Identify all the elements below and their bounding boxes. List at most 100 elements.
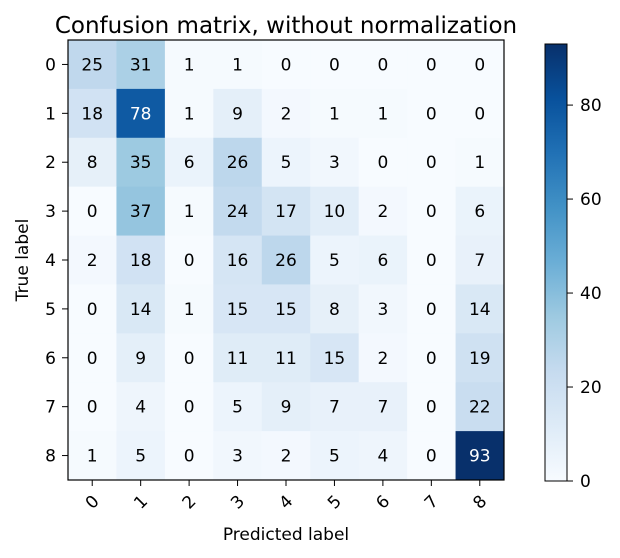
cell-value-label-3-3: 24 bbox=[227, 202, 249, 222]
cell-value-label-5-4: 15 bbox=[275, 300, 297, 320]
cell-value-label-2-2: 6 bbox=[184, 153, 195, 173]
cell-value-label-7-0: 0 bbox=[87, 398, 98, 418]
heatmap-cell-3-8 bbox=[455, 186, 505, 237]
colorbar-tick-label-2: 40 bbox=[580, 284, 602, 304]
cell-value-label-3-4: 17 bbox=[275, 202, 297, 222]
x-tick-label-4: 4 bbox=[276, 492, 298, 514]
cell-value-label-4-5: 5 bbox=[329, 251, 340, 271]
heatmap-cell-8-1 bbox=[116, 431, 166, 481]
y-tick-label-0: 0 bbox=[45, 55, 56, 75]
heatmap-cell-8-5 bbox=[310, 431, 360, 481]
heatmap-cell-3-0 bbox=[68, 186, 117, 237]
cell-value-label-0-3: 1 bbox=[232, 55, 243, 75]
cell-value-label-4-8: 7 bbox=[474, 251, 485, 271]
heatmap-cell-1-0 bbox=[68, 88, 117, 139]
colorbar-ticks: 0 20 40 60 80 bbox=[567, 96, 602, 492]
heatmap-cell-3-6 bbox=[358, 186, 408, 237]
cell-value-label-4-2: 0 bbox=[184, 251, 195, 271]
cell-value-label-7-8: 22 bbox=[469, 398, 491, 418]
heatmap-cell-7-6 bbox=[358, 382, 408, 432]
heatmap-cell-4-2 bbox=[164, 235, 214, 285]
heatmap-cell-4-1 bbox=[116, 235, 166, 285]
cell-value-label-0-8: 0 bbox=[474, 55, 485, 75]
heatmap-cell-2-1 bbox=[116, 137, 166, 188]
heatmap-cell-4-0 bbox=[68, 235, 117, 285]
y-tick-label-2: 2 bbox=[45, 153, 56, 173]
cell-value-label-2-0: 8 bbox=[87, 153, 98, 173]
y-tick-label-1: 1 bbox=[45, 104, 56, 124]
heatmap-cell-4-7 bbox=[407, 235, 457, 285]
cell-value-label-8-2: 0 bbox=[184, 447, 195, 467]
colorbar-tick-label-4: 80 bbox=[580, 96, 602, 116]
cell-value-label-6-7: 0 bbox=[426, 349, 437, 369]
cell-value-label-6-0: 0 bbox=[87, 349, 98, 369]
cell-value-label-0-2: 1 bbox=[184, 55, 195, 75]
heatmap-cell-0-8 bbox=[455, 40, 505, 90]
cell-value-label-6-1: 9 bbox=[135, 349, 146, 369]
heatmap-cell-0-1 bbox=[116, 40, 166, 90]
heatmap-cell-4-5 bbox=[310, 235, 360, 285]
x-tick-label-0: 0 bbox=[82, 492, 104, 514]
heatmap-cell-0-2 bbox=[164, 40, 214, 90]
heatmap-cell-2-6 bbox=[358, 137, 408, 188]
heatmap-cell-8-2 bbox=[164, 431, 214, 481]
cell-value-label-1-3: 9 bbox=[232, 104, 243, 124]
heatmap-cell-6-2 bbox=[164, 333, 214, 383]
cell-value-label-4-3: 16 bbox=[227, 251, 249, 271]
heatmap-cell-0-0 bbox=[68, 40, 117, 90]
heatmap-cell-4-6 bbox=[358, 235, 408, 285]
cell-value-label-7-4: 9 bbox=[281, 398, 292, 418]
heatmap-cell-6-1 bbox=[116, 333, 166, 383]
heatmap-cell-8-8 bbox=[455, 431, 505, 481]
heatmap-cell-7-8 bbox=[455, 382, 505, 432]
cell-value-label-8-0: 1 bbox=[87, 447, 98, 467]
heatmap-cell-5-8 bbox=[455, 284, 505, 334]
heatmap-cell-6-4 bbox=[261, 333, 311, 383]
cell-value-label-6-8: 19 bbox=[469, 349, 491, 369]
heatmap-cell-5-7 bbox=[407, 284, 457, 334]
heatmap-cell-6-7 bbox=[407, 333, 457, 383]
heatmap-cell-0-6 bbox=[358, 40, 408, 90]
cell-value-label-6-2: 0 bbox=[184, 349, 195, 369]
y-tick-label-3: 3 bbox=[45, 202, 56, 222]
cell-value-label-5-7: 0 bbox=[426, 300, 437, 320]
heatmap-cell-2-3 bbox=[213, 137, 263, 188]
heatmap-cell-3-7 bbox=[407, 186, 457, 237]
heatmap-cell-3-3 bbox=[213, 186, 263, 237]
cell-value-label-7-7: 0 bbox=[426, 398, 437, 418]
heatmap-cell-8-4 bbox=[261, 431, 311, 481]
x-tick-label-2: 2 bbox=[179, 492, 201, 514]
heatmap-cell-2-5 bbox=[310, 137, 360, 188]
y-axis-label: True label bbox=[13, 219, 33, 303]
cell-value-label-3-2: 1 bbox=[184, 202, 195, 222]
cell-value-label-8-8: 93 bbox=[469, 447, 491, 467]
heatmap-cell-5-6 bbox=[358, 284, 408, 334]
cell-value-label-8-6: 4 bbox=[377, 447, 388, 467]
heatmap-cell-0-4 bbox=[261, 40, 311, 90]
heatmap-cell-6-6 bbox=[358, 333, 408, 383]
heatmap-cell-1-6 bbox=[358, 88, 408, 139]
heatmap-cell-2-2 bbox=[164, 137, 214, 188]
heatmap-cell-1-2 bbox=[164, 88, 214, 139]
cell-value-label-1-8: 0 bbox=[474, 104, 485, 124]
cell-value-label-5-8: 14 bbox=[469, 300, 491, 320]
cell-value-label-1-2: 1 bbox=[184, 104, 195, 124]
heatmap-cell-4-8 bbox=[455, 235, 505, 285]
cell-value-label-1-6: 1 bbox=[377, 104, 388, 124]
cell-value-label-2-8: 1 bbox=[474, 153, 485, 173]
cell-value-label-5-3: 15 bbox=[227, 300, 249, 320]
heatmap-cell-5-2 bbox=[164, 284, 214, 334]
heatmap-cell-0-5 bbox=[310, 40, 360, 90]
cell-value-label-6-6: 2 bbox=[377, 349, 388, 369]
x-tick-label-8: 8 bbox=[469, 492, 491, 514]
heatmap-cell-2-8 bbox=[455, 137, 505, 188]
heatmap-cell-1-3 bbox=[213, 88, 263, 139]
cell-value-label-4-7: 0 bbox=[426, 251, 437, 271]
cell-value-label-2-3: 26 bbox=[227, 153, 249, 173]
heatmap-cell-7-5 bbox=[310, 382, 360, 432]
y-tick-label-4: 4 bbox=[45, 251, 56, 271]
cell-value-label-3-6: 2 bbox=[377, 202, 388, 222]
cell-value-label-2-5: 3 bbox=[329, 153, 340, 173]
x-tick-label-6: 6 bbox=[372, 492, 394, 514]
